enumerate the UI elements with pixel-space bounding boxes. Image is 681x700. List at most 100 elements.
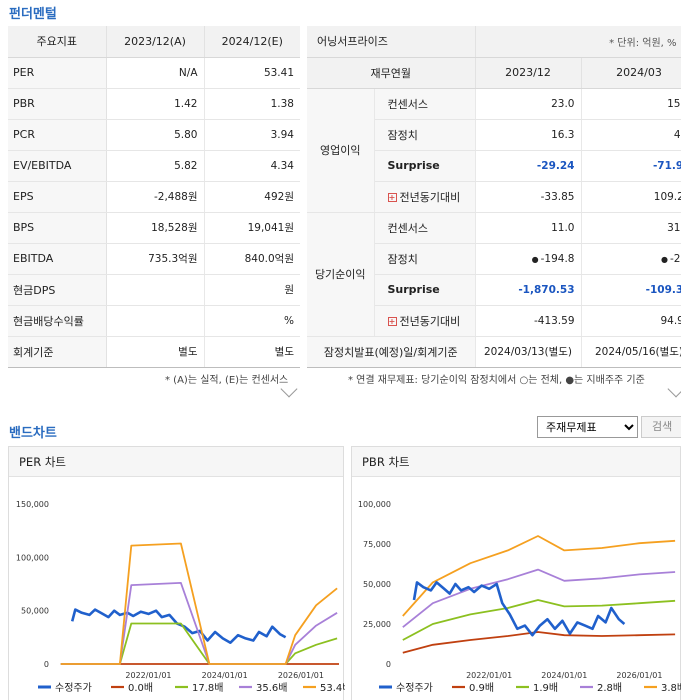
earnings-title: 어닝서프라이즈 bbox=[307, 26, 476, 58]
legend-label: 17.8배 bbox=[192, 682, 223, 694]
earnings-value-text: -109.35 bbox=[645, 283, 681, 296]
indicator-estimate: 3.94 bbox=[204, 119, 300, 151]
fundamental-row: PCR 5.80 3.94 bbox=[8, 119, 300, 151]
statement-select[interactable]: 주재무제표 bbox=[537, 416, 638, 438]
indicator-estimate: 별도 bbox=[204, 336, 300, 368]
indicator-estimate: 492원 bbox=[204, 181, 300, 213]
fundamental-row: EPS -2,488원 492원 bbox=[8, 181, 300, 213]
earnings-sub-text: Surprise bbox=[387, 283, 440, 296]
legend-label: 0.9배 bbox=[469, 682, 494, 694]
earnings-value-text: 109.28 bbox=[653, 190, 681, 203]
y-tick-label: 0 bbox=[386, 660, 391, 669]
earnings-period: 2024/03 bbox=[581, 57, 681, 89]
per-chart-panel: PER 차트 150,000 100,000 50,000 0 2022/01/01 20… bbox=[8, 446, 345, 700]
earnings-value: ● -194.8 bbox=[475, 243, 582, 275]
earnings-value: -29.24 bbox=[475, 150, 582, 182]
earnings-value-text: 16.3 bbox=[551, 128, 575, 141]
filled-dot-icon: ● bbox=[531, 254, 539, 264]
earnings-value: 23.0 bbox=[475, 88, 582, 120]
fundamental-table: 주요지표 2023/12(A) 2024/12(E) PER N/A 53.41 PB… bbox=[8, 26, 300, 368]
earnings-value: 94.94 bbox=[581, 305, 681, 337]
earnings-sub-label[interactable]: + 전년동기대비 bbox=[374, 181, 476, 213]
earnings-value: ●-2.9 bbox=[581, 243, 681, 275]
expand-plus-icon[interactable]: + bbox=[387, 192, 397, 202]
earnings-sub-text: 컨센서스 bbox=[387, 221, 428, 235]
series-line bbox=[402, 599, 676, 641]
series-line bbox=[402, 631, 676, 654]
earnings-value-text: -2.9 bbox=[670, 252, 681, 265]
earnings-value: -109.35 bbox=[581, 274, 681, 306]
fundamental-row: EBITDA 735.3억원 840.0억원 bbox=[8, 243, 300, 275]
indicator-label: EPS bbox=[8, 181, 107, 213]
x-tick-label: 2026/01/01 bbox=[278, 671, 324, 680]
earnings-group-label: 당기순이익 bbox=[307, 212, 375, 337]
earnings-value-text: 11.0 bbox=[551, 221, 575, 234]
earnings-sub-label: Surprise bbox=[374, 150, 476, 182]
indicator-actual: 18,528원 bbox=[106, 212, 205, 244]
earnings-value: 16.3 bbox=[475, 119, 582, 151]
earnings-row: 영업이익 컨센서스 23.0 15.0 bbox=[307, 88, 681, 213]
expand-plus-icon[interactable]: + bbox=[387, 316, 397, 326]
earnings-col-header: 재무연월 bbox=[307, 57, 476, 89]
earnings-value-text: 15.0 bbox=[667, 97, 681, 110]
fundamental-row: 현금배당수익률% bbox=[8, 305, 300, 337]
legend-label: 수정주가 bbox=[55, 682, 92, 694]
fundamental-header: 주요지표 bbox=[8, 26, 107, 58]
indicator-estimate: 원 bbox=[204, 274, 300, 306]
earnings-row: 잠정치●-194.8●-2.9 bbox=[307, 243, 681, 275]
earnings-sub-text: 컨센서스 bbox=[387, 97, 428, 111]
earnings-value-text: 31.0 bbox=[667, 221, 681, 234]
announce-row: 잠정치발표(예정)일/회계기준 2024/03/13(별도) 2024/05/16(… bbox=[307, 336, 681, 368]
earnings-value-text: 94.94 bbox=[660, 314, 681, 327]
announce-date: 2024/03/13(별도) bbox=[475, 336, 582, 368]
fundamental-row: BPS 18,528원 19,041원 bbox=[8, 212, 300, 244]
earnings-value: 15.0 bbox=[581, 88, 681, 120]
series-line bbox=[412, 581, 626, 637]
search-button[interactable]: 검색 bbox=[641, 416, 681, 438]
y-tick-label: 100,000 bbox=[358, 500, 391, 509]
fundamental-title: 펀더멘털 bbox=[9, 7, 57, 22]
announce-label: 잠정치발표(예정)일/회계기준 bbox=[307, 336, 476, 368]
x-tick-label: 2024/01/01 bbox=[202, 671, 248, 680]
earnings-value: 4.2 bbox=[581, 119, 681, 151]
indicator-actual: -2,488원 bbox=[106, 181, 205, 213]
earnings-sub-text: 전년동기대비 bbox=[399, 190, 461, 204]
indicator-label: 현금배당수익률 bbox=[8, 305, 107, 337]
indicator-actual: 735.3억원 bbox=[106, 243, 205, 275]
earnings-row: 당기순이익 컨센서스 11.0 31.0 bbox=[307, 212, 681, 337]
fundamental-note: * (A)는 실적, (E)는 컨센서스 bbox=[165, 375, 289, 386]
earnings-sub-label: Surprise bbox=[374, 274, 476, 306]
fundamental-header-row: 주요지표 2023/12(A) 2024/12(E) bbox=[8, 26, 300, 58]
indicator-label: 회계기준 bbox=[8, 336, 107, 368]
indicator-estimate: 19,041원 bbox=[204, 212, 300, 244]
y-tick-label: 100,000 bbox=[16, 553, 49, 562]
expand-chevron-icon[interactable] bbox=[667, 380, 681, 398]
fundamental-header: 2024/12(E) bbox=[204, 26, 300, 58]
indicator-estimate: 1.38 bbox=[204, 88, 300, 120]
indicator-estimate: 840.0억원 bbox=[204, 243, 300, 275]
filled-dot-icon: ● bbox=[661, 254, 669, 264]
x-tick-label: 2022/01/01 bbox=[125, 671, 171, 680]
fundamental-row: 현금DPS 원 bbox=[8, 274, 300, 306]
earnings-sub-label: 잠정치 bbox=[374, 119, 476, 151]
fundamental-header: 2023/12(A) bbox=[106, 26, 205, 58]
earnings-unit: * 단위: 억원, % bbox=[475, 26, 681, 58]
earnings-period-row: 재무연월 2023/12 2024/03 bbox=[307, 57, 681, 89]
earnings-table: 어닝서프라이즈 * 단위: 억원, % 재무연월 2023/12 2024/03… bbox=[307, 26, 681, 368]
y-tick-label: 150,000 bbox=[16, 500, 49, 509]
pbr-chart: 100,000 75,000 50,000 25,000 0 2022/01/01 2024… bbox=[358, 500, 681, 694]
band-chart-title: 밴드차트 bbox=[9, 426, 57, 441]
indicator-label: EV/EBITDA bbox=[8, 150, 107, 182]
indicator-estimate: 53.41 bbox=[204, 57, 300, 89]
earnings-sub-text: Surprise bbox=[387, 159, 440, 172]
legend-label: 3.8배 bbox=[661, 682, 681, 694]
series-line bbox=[70, 608, 287, 644]
y-tick-label: 0 bbox=[44, 660, 49, 669]
earnings-sub-label: 잠정치 bbox=[374, 243, 476, 275]
earnings-row: 잠정치 16.3 4.2 bbox=[307, 119, 681, 151]
indicator-label: BPS bbox=[8, 212, 107, 244]
indicator-label: 현금DPS bbox=[8, 274, 107, 306]
legend-label: 1.9배 bbox=[533, 682, 558, 694]
earnings-sub-label[interactable]: + 전년동기대비 bbox=[374, 305, 476, 337]
series-line bbox=[402, 535, 676, 617]
